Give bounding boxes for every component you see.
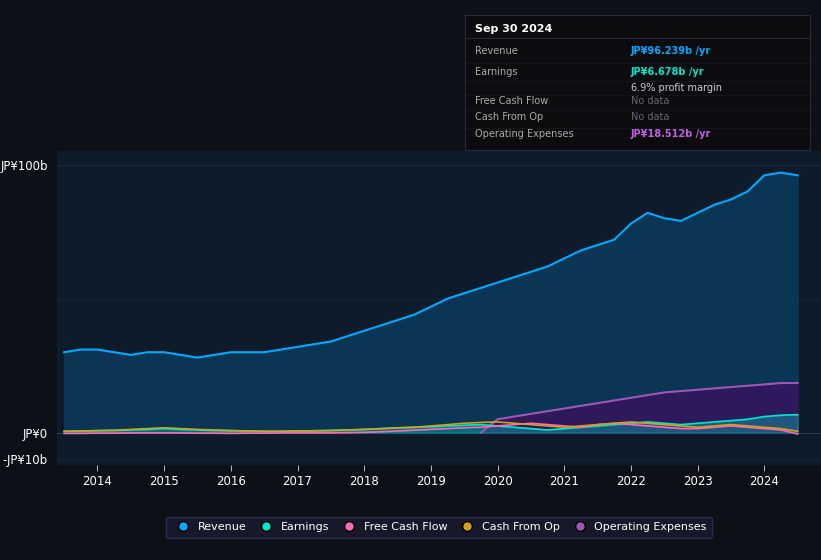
- Text: 6.9% profit margin: 6.9% profit margin: [631, 83, 722, 93]
- Text: Earnings: Earnings: [475, 67, 518, 77]
- Text: No data: No data: [631, 96, 669, 106]
- Text: Free Cash Flow: Free Cash Flow: [475, 96, 548, 106]
- Text: Sep 30 2024: Sep 30 2024: [475, 25, 553, 35]
- Text: Cash From Op: Cash From Op: [475, 112, 544, 122]
- Text: JP¥6.678b /yr: JP¥6.678b /yr: [631, 67, 704, 77]
- Text: JP¥96.239b /yr: JP¥96.239b /yr: [631, 46, 711, 57]
- Legend: Revenue, Earnings, Free Cash Flow, Cash From Op, Operating Expenses: Revenue, Earnings, Free Cash Flow, Cash …: [167, 516, 712, 538]
- Text: Revenue: Revenue: [475, 46, 518, 57]
- Text: Operating Expenses: Operating Expenses: [475, 129, 574, 139]
- Text: JP¥18.512b /yr: JP¥18.512b /yr: [631, 129, 711, 139]
- Text: No data: No data: [631, 112, 669, 122]
